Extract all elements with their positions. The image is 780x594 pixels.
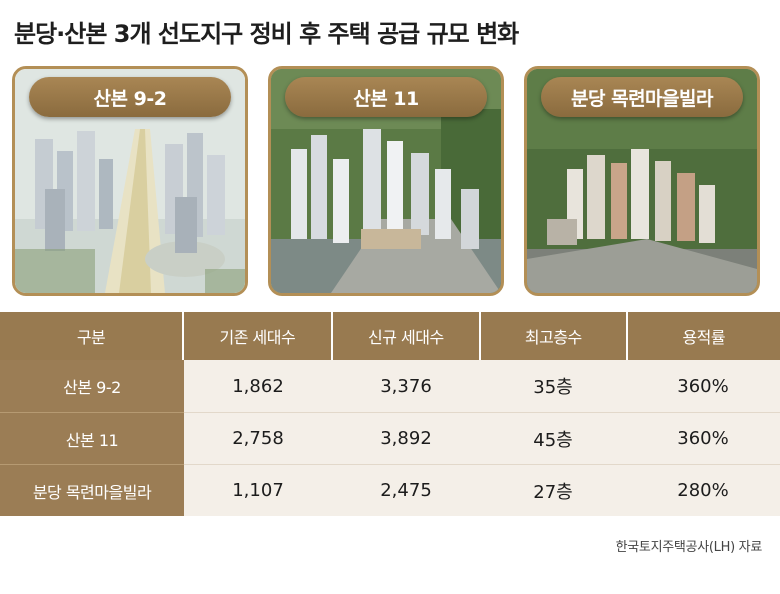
header-category: 구분 — [0, 312, 183, 360]
cell-existing: 1,107 — [184, 464, 332, 516]
table-header-row: 구분 기존 세대수 신규 세대수 최고층수 용적률 — [0, 312, 780, 360]
source-credit: 한국토지주택공사(LH) 자료 — [615, 540, 763, 555]
card-label: 산본 9-2 — [29, 77, 231, 117]
cell-existing: 2,758 — [184, 412, 332, 464]
header-floor-area-ratio: 용적률 — [625, 312, 780, 360]
cell-new: 2,475 — [332, 464, 480, 516]
header-new-households: 신규 세대수 — [330, 312, 480, 360]
card-label: 산본 11 — [285, 77, 487, 117]
table-row: 분당 목련마을빌라 1,107 2,475 27층 280% — [0, 464, 780, 516]
cell-existing: 1,862 — [184, 360, 332, 412]
image-card-bundang-mokryeon: 분당 목련마을빌라 — [524, 66, 760, 296]
table-row: 산본 9-2 1,862 3,376 35층 360% — [0, 360, 780, 412]
row-label: 산본 9-2 — [0, 360, 184, 412]
cell-floors: 45층 — [480, 412, 626, 464]
card-label: 분당 목련마을빌라 — [541, 77, 743, 117]
row-label: 산본 11 — [0, 412, 184, 464]
table-row: 산본 11 2,758 3,892 45층 360% — [0, 412, 780, 464]
header-max-floors: 최고층수 — [479, 312, 626, 360]
cell-new: 3,892 — [332, 412, 480, 464]
housing-supply-table: 구분 기존 세대수 신규 세대수 최고층수 용적률 산본 9-2 1,862 3… — [0, 312, 780, 516]
row-label: 분당 목련마을빌라 — [0, 464, 184, 516]
cell-far: 360% — [626, 412, 780, 464]
cell-far: 280% — [626, 464, 780, 516]
image-card-sanbon-9-2: 산본 9-2 — [12, 66, 248, 296]
cell-floors: 27층 — [480, 464, 626, 516]
cell-floors: 35층 — [480, 360, 626, 412]
cell-far: 360% — [626, 360, 780, 412]
header-existing-households: 기존 세대수 — [182, 312, 331, 360]
cell-new: 3,376 — [332, 360, 480, 412]
page-title: 분당·산본 3개 선도지구 정비 후 주택 공급 규모 변화 — [14, 20, 519, 48]
image-card-sanbon-11: 산본 11 — [268, 66, 504, 296]
